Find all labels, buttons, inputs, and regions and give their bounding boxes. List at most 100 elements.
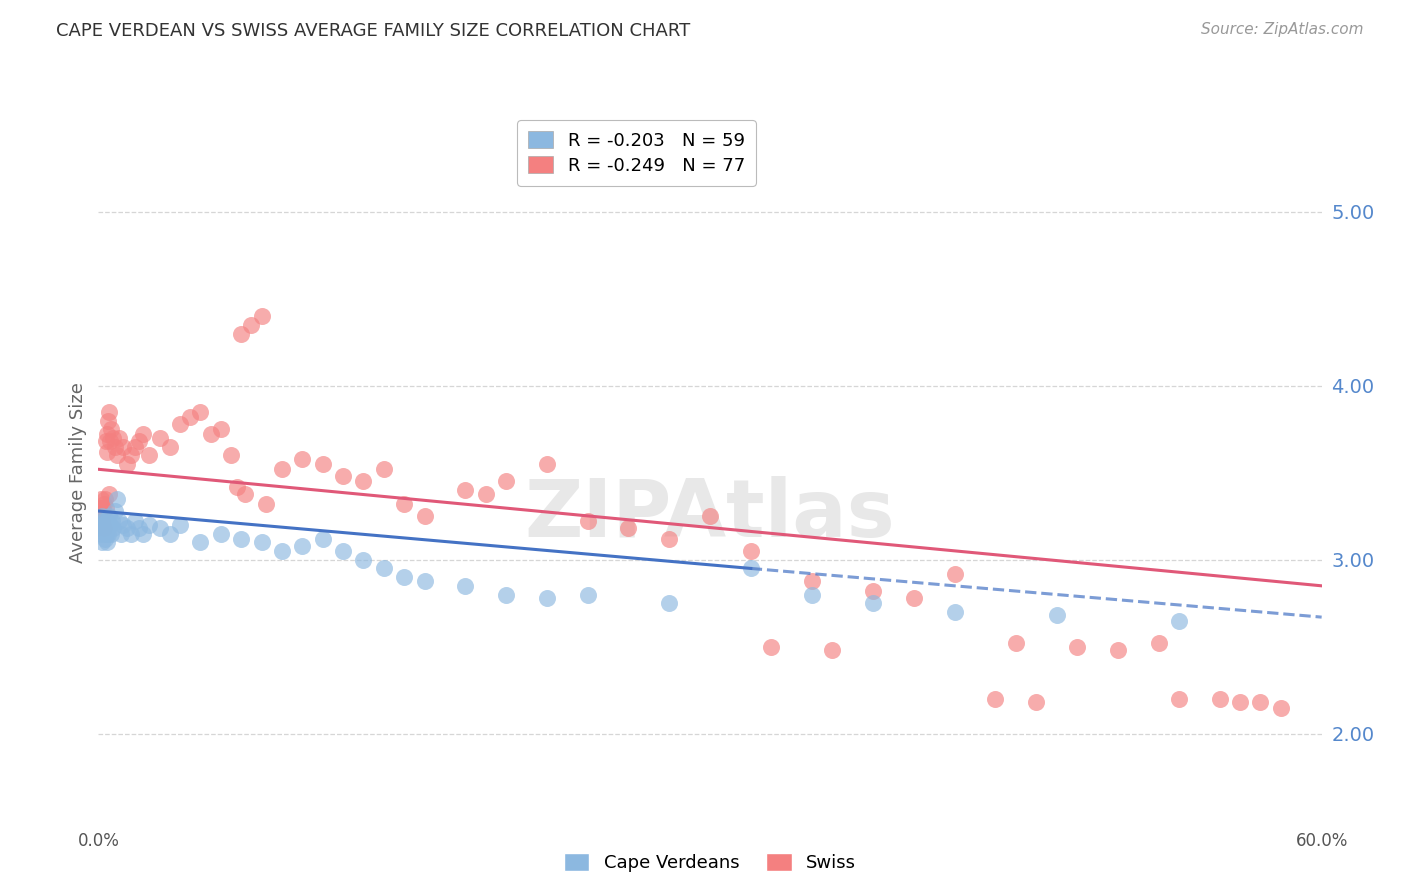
Point [128, 434, 150, 449]
Point [89, 517, 111, 532]
Point [97, 405, 120, 419]
Point [93, 491, 115, 506]
Point [105, 448, 128, 462]
Point [270, 544, 294, 558]
Point [740, 561, 762, 575]
Point [1229, 695, 1251, 709]
Point [373, 561, 395, 575]
Point [89, 521, 111, 535]
Point [93, 521, 115, 535]
Point [94, 521, 117, 535]
Point [132, 427, 155, 442]
Point [801, 574, 824, 588]
Point [110, 526, 132, 541]
Point [658, 532, 681, 546]
Point [231, 326, 253, 341]
Point [96, 427, 118, 442]
Point [226, 480, 249, 494]
Point [454, 579, 477, 593]
Point [209, 422, 232, 436]
Point [97, 526, 120, 541]
Point [91, 509, 114, 524]
Point [352, 552, 374, 567]
Point [90, 515, 112, 529]
Point [169, 517, 191, 532]
Point [98, 517, 121, 532]
Point [219, 448, 242, 462]
Point [90, 491, 112, 506]
Legend: Cape Verdeans, Swiss: Cape Verdeans, Swiss [555, 845, 865, 881]
Point [94, 434, 117, 449]
Point [89, 500, 111, 515]
Point [91, 515, 114, 529]
Point [111, 440, 134, 454]
Point [101, 431, 124, 445]
Point [90, 526, 112, 541]
Point [332, 469, 354, 483]
Point [392, 570, 416, 584]
Point [96, 445, 118, 459]
Point [96, 500, 118, 515]
Point [209, 526, 232, 541]
Point [250, 535, 273, 549]
Point [96, 515, 118, 529]
Point [100, 526, 122, 541]
Point [91, 500, 114, 515]
Point [454, 483, 477, 498]
Point [352, 475, 374, 489]
Point [270, 462, 294, 476]
Point [862, 584, 884, 599]
Point [179, 410, 201, 425]
Point [1208, 692, 1232, 706]
Point [138, 448, 160, 462]
Point [200, 427, 222, 442]
Point [1025, 695, 1047, 709]
Point [101, 521, 124, 535]
Point [1045, 608, 1069, 623]
Point [699, 509, 721, 524]
Point [108, 515, 131, 529]
Point [104, 504, 127, 518]
Point [138, 517, 160, 532]
Point [132, 526, 155, 541]
Point [536, 457, 558, 471]
Point [90, 509, 112, 524]
Point [188, 535, 212, 549]
Point [188, 405, 212, 419]
Point [159, 526, 181, 541]
Point [413, 574, 436, 588]
Point [392, 497, 416, 511]
Point [97, 414, 120, 428]
Point [93, 532, 115, 546]
Text: CAPE VERDEAN VS SWISS AVERAGE FAMILY SIZE CORRELATION CHART: CAPE VERDEAN VS SWISS AVERAGE FAMILY SIZ… [56, 22, 690, 40]
Point [495, 587, 517, 601]
Point [1107, 643, 1129, 657]
Point [96, 526, 118, 541]
Point [1167, 692, 1189, 706]
Point [254, 497, 277, 511]
Point [474, 486, 498, 500]
Point [128, 521, 150, 535]
Point [984, 692, 1007, 706]
Text: ZIPAtlas: ZIPAtlas [524, 475, 896, 554]
Point [332, 544, 354, 558]
Point [93, 497, 115, 511]
Point [862, 596, 884, 610]
Point [93, 515, 115, 529]
Point [149, 521, 172, 535]
Point [93, 521, 115, 535]
Point [169, 417, 191, 431]
Point [291, 451, 314, 466]
Point [98, 486, 121, 500]
Point [91, 504, 114, 518]
Point [291, 539, 314, 553]
Point [115, 521, 138, 535]
Point [903, 591, 925, 605]
Point [91, 517, 114, 532]
Point [943, 566, 966, 581]
Point [100, 422, 122, 436]
Point [100, 515, 122, 529]
Point [312, 532, 335, 546]
Point [149, 431, 172, 445]
Point [115, 457, 138, 471]
